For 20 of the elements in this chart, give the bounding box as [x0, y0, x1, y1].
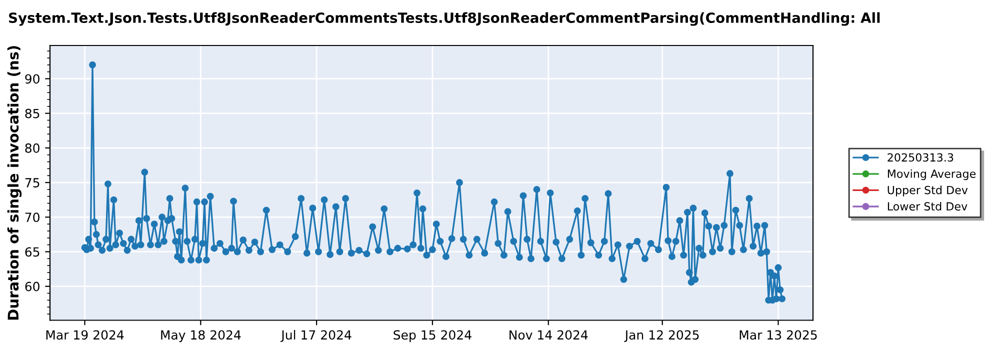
x-tick-label: Sep 15 2024 [394, 330, 472, 342]
legend-label: Lower Std Dev [888, 202, 968, 211]
x-tick-label: Nov 14 2024 [510, 330, 588, 340]
y-tick-label: 75 [25, 178, 40, 188]
legend-label: Moving Average [888, 169, 976, 180]
x-tick-label: Mar 19 2024 [46, 330, 124, 340]
y-axis-title: Duration of single invocation (ns) [7, 46, 22, 320]
y-tick-label: 70 [25, 212, 40, 222]
y-tick-label: 60 [25, 282, 40, 292]
y-tick-label: 85 [25, 108, 40, 118]
x-tick-label: Mar 13 2025 [740, 330, 817, 340]
y-tick-label: 90 [25, 74, 40, 84]
legend-label: 20250313.3 [888, 153, 954, 162]
x-tick-label: May 18 2024 [161, 330, 241, 342]
y-tick-label: 80 [25, 143, 40, 153]
x-tick-label: Jan 12 2025 [624, 330, 699, 342]
chart-title: System.Text.Json.Tests.Utf8JsonReaderCommentsTests.Utf8JsonReaderCommentParsing(CommentHandling: All [8, 12, 880, 26]
x-tick-label: Jul 17 2024 [280, 330, 352, 342]
legend-label: Upper Std Dev [888, 186, 968, 196]
y-tick-label: 65 [25, 247, 40, 257]
